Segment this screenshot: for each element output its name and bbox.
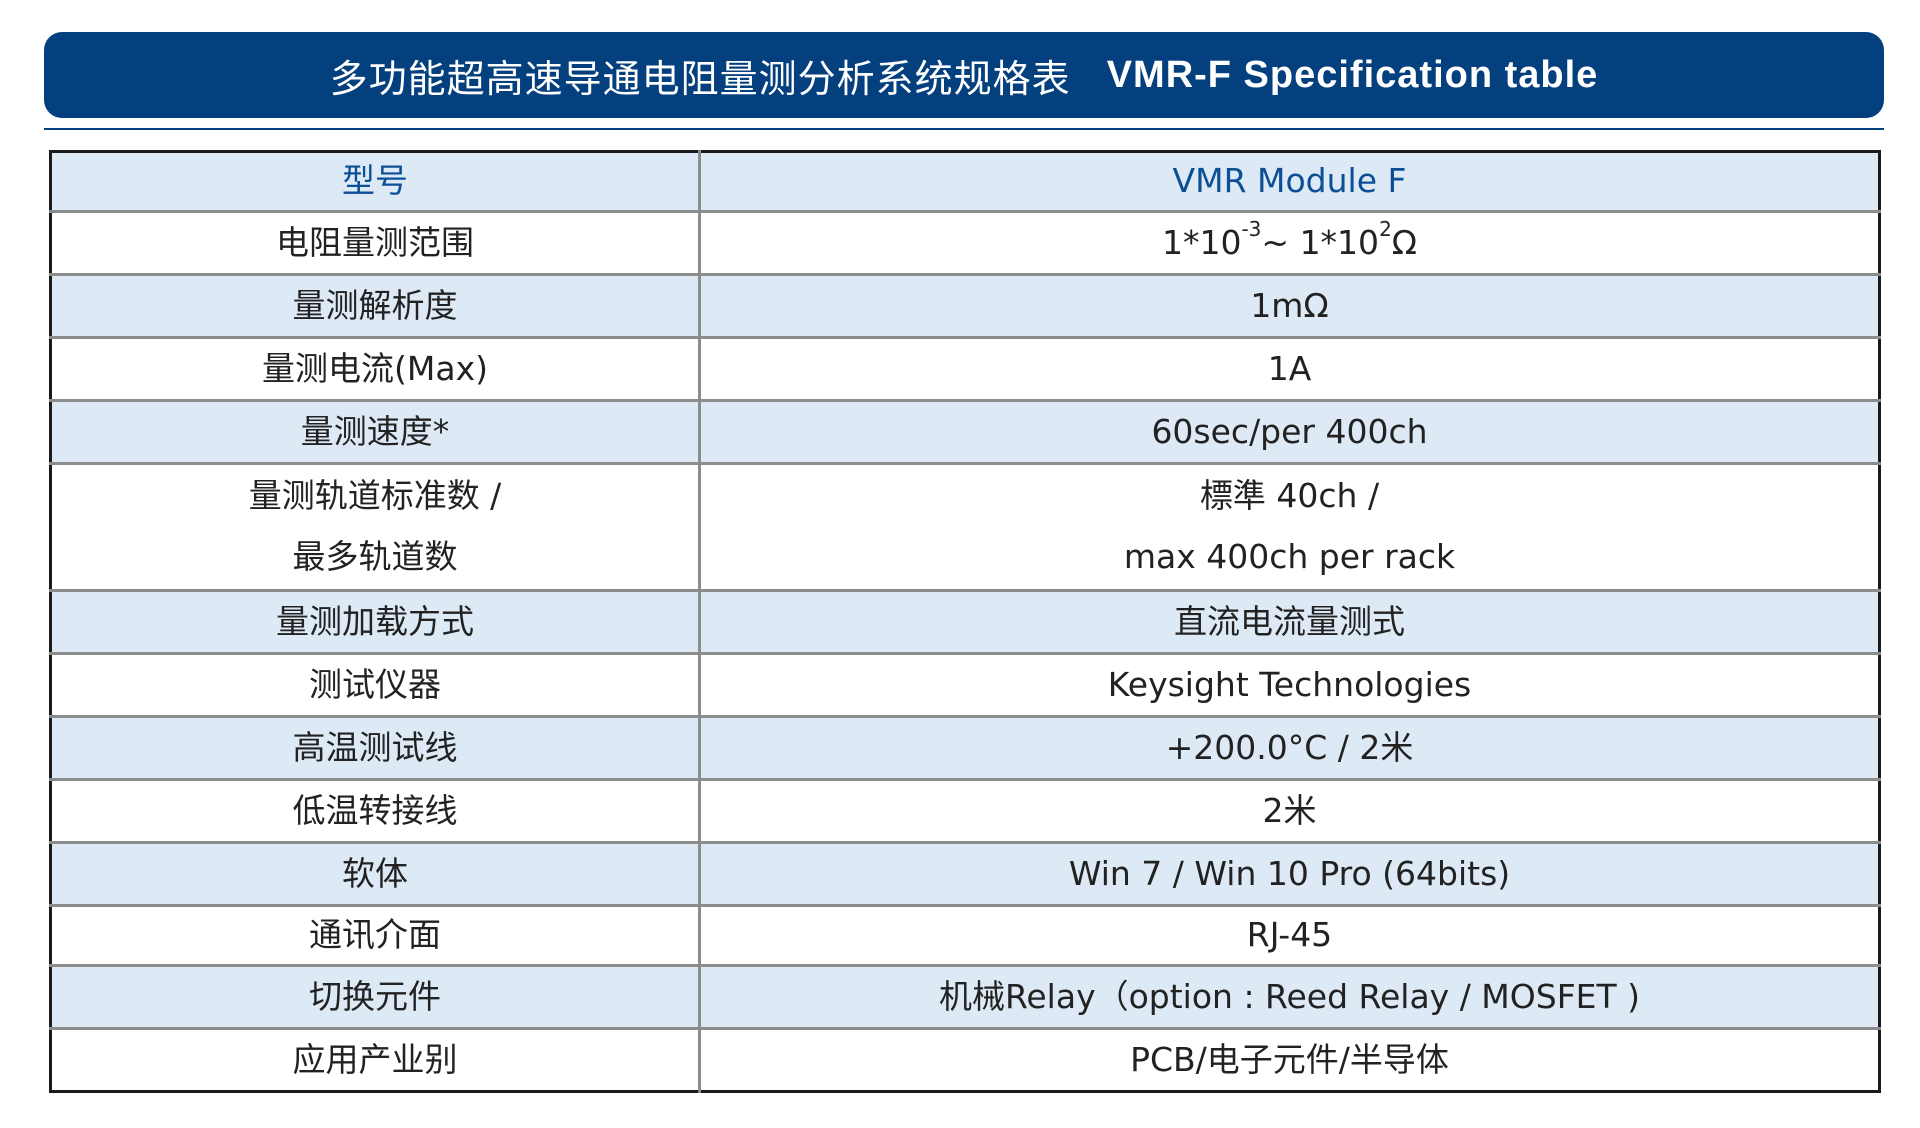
row-label: 量测速度* (50, 399, 701, 464)
row-value: 60sec/per 400ch (699, 399, 1880, 464)
table-row: 量测解析度 1mΩ (50, 273, 1880, 338)
spec-table: 型号 VMR Module F 电阻量测范围 1*10-3~ 1*102Ω 量测… (49, 150, 1881, 1093)
table-row: 量测速度* 60sec/per 400ch (50, 399, 1880, 464)
row-label: 测试仪器 (50, 652, 701, 717)
header-label: 型号 (50, 151, 701, 212)
row-value: RJ-45 (699, 904, 1880, 966)
range-exponent-1: -3 (1241, 216, 1262, 241)
row-label: 量测解析度 (50, 273, 701, 338)
row-value: PCB/电子元件/半导体 (699, 1027, 1880, 1092)
row-label: 电阻量测范围 (50, 210, 701, 275)
table-row: 高温测试线 +200.0°C / 2米 (50, 715, 1880, 780)
row-label-channels: 量测轨道标准数 / 最多轨道数 (50, 462, 701, 591)
range-tilde: ~ (1261, 222, 1300, 262)
table-row-range: 电阻量测范围 1*10-3~ 1*102Ω (50, 210, 1880, 275)
channels-value-line-2: max 400ch per rack (1123, 537, 1456, 576)
table-row-channels: 量测轨道标准数 / 最多轨道数 標準 40ch / max 400ch per … (50, 462, 1880, 591)
channels-value-line-1: 標準 40ch / (1199, 476, 1380, 516)
table-row: 应用产业别 PCB/电子元件/半导体 (50, 1027, 1880, 1092)
range-unit: Ω (1391, 222, 1418, 262)
row-value-channels: 標準 40ch / max 400ch per rack (699, 462, 1880, 591)
row-value: 1mΩ (699, 273, 1880, 338)
row-label: 切换元件 (50, 964, 701, 1029)
title-english: VMR-F Specification table (1106, 53, 1599, 96)
row-label: 量测电流(Max) (50, 336, 701, 401)
row-value: 1A (699, 336, 1880, 401)
table-row: 测试仪器 Keysight Technologies (50, 652, 1880, 717)
row-label: 软体 (50, 841, 701, 906)
row-label: 通讯介面 (50, 904, 701, 966)
range-base-2: 1*10 (1299, 222, 1380, 262)
row-label: 应用产业别 (50, 1027, 701, 1092)
row-label: 量测加载方式 (50, 589, 701, 654)
row-value: Keysight Technologies (699, 652, 1880, 717)
row-value: Win 7 / Win 10 Pro (64bits) (699, 841, 1880, 906)
range-exponent-2: 2 (1379, 216, 1392, 241)
title-divider (44, 128, 1884, 130)
table-row: 切换元件 机械Relay（option : Reed Relay / MOSFE… (50, 964, 1880, 1029)
header-value: VMR Module F (699, 151, 1880, 212)
channels-label-line-2: 最多轨道数 (292, 537, 458, 576)
row-value: 机械Relay（option : Reed Relay / MOSFET ) (699, 964, 1880, 1029)
table-row: 软体 Win 7 / Win 10 Pro (64bits) (50, 841, 1880, 906)
table-row: 低温转接线 2米 (50, 778, 1880, 843)
range-base-1: 1*10 (1161, 222, 1242, 262)
table-row: 量测电流(Max) 1A (50, 336, 1880, 401)
row-label: 低温转接线 (50, 778, 701, 843)
title-banner: 多功能超高速导通电阻量测分析系统规格表 VMR-F Specification … (44, 32, 1884, 118)
channels-label-line-1: 量测轨道标准数 / (248, 476, 502, 516)
row-value: +200.0°C / 2米 (699, 715, 1880, 780)
table-row: 量测加载方式 直流电流量测式 (50, 589, 1880, 654)
row-value-range: 1*10-3~ 1*102Ω (699, 210, 1880, 275)
row-value: 2米 (699, 778, 1880, 843)
row-label: 高温测试线 (50, 715, 701, 780)
row-value: 直流电流量测式 (699, 589, 1880, 654)
title-chinese: 多功能超高速导通电阻量测分析系统规格表 (329, 56, 1071, 101)
table-row: 通讯介面 RJ-45 (50, 904, 1880, 966)
table-header-row: 型号 VMR Module F (50, 151, 1880, 212)
